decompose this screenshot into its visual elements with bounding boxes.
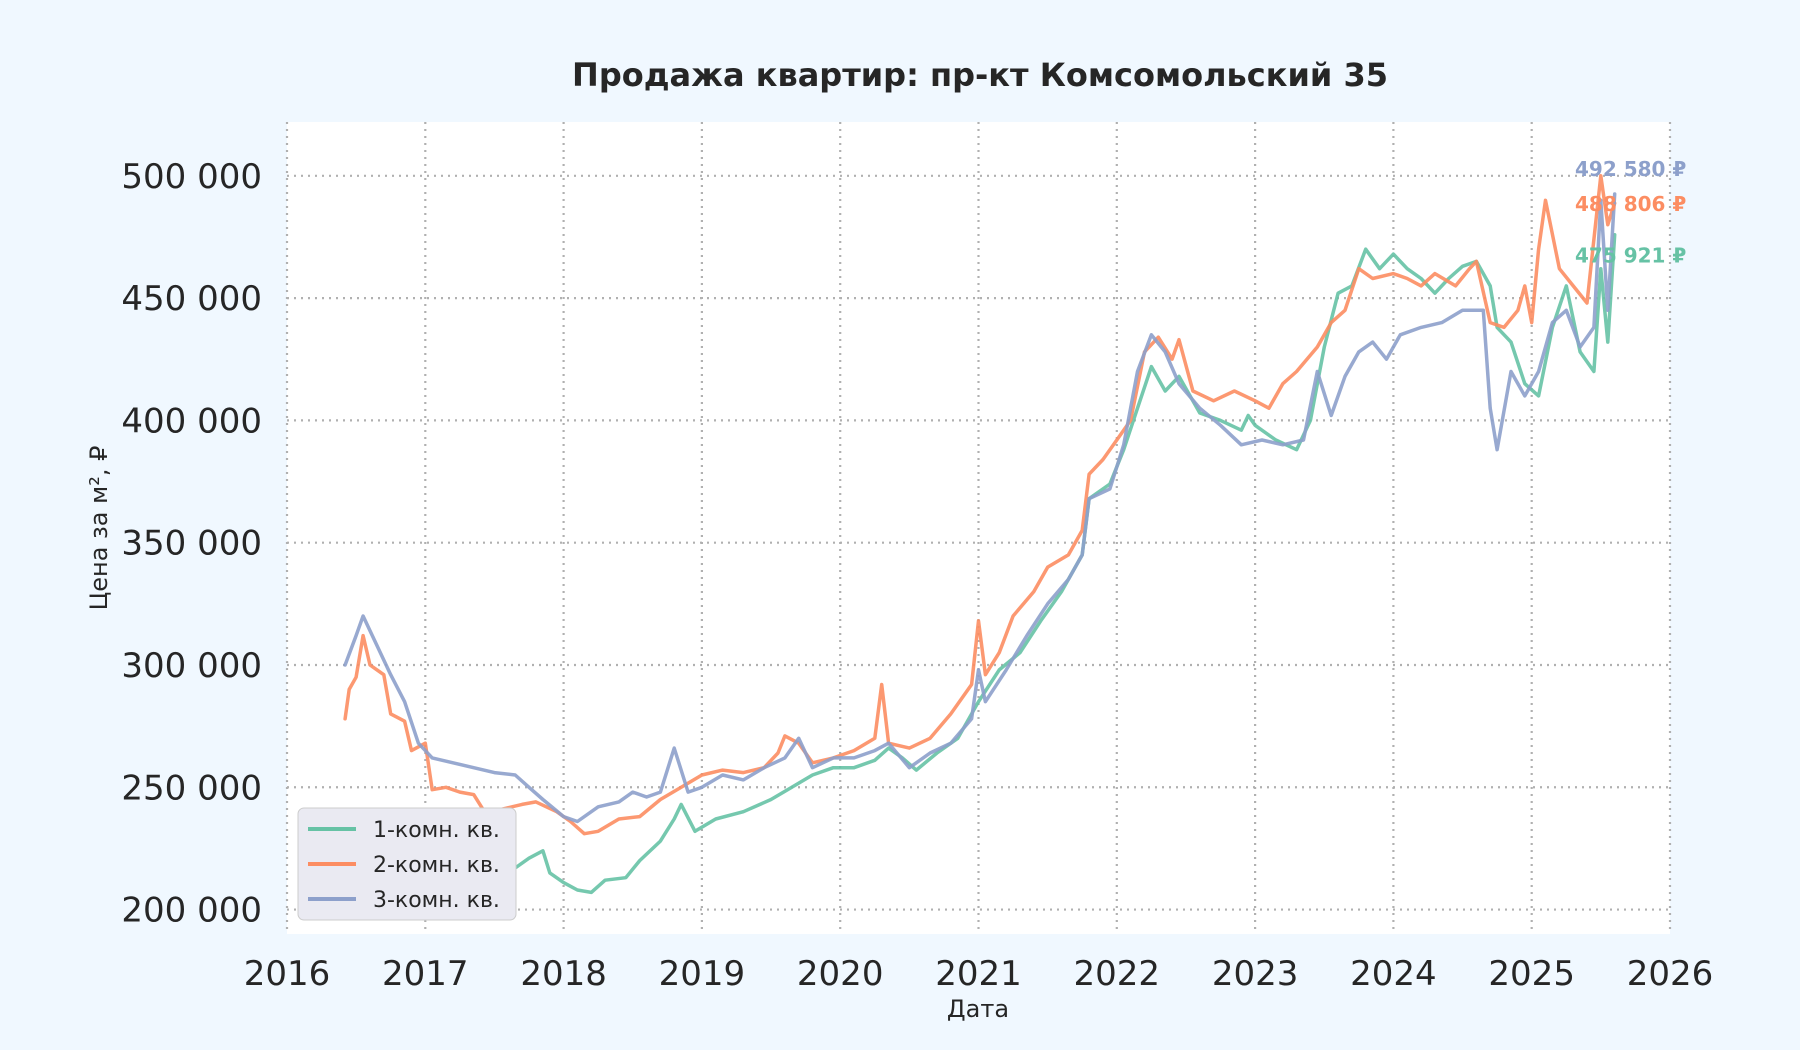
x-tick-label: 2025 [1488, 954, 1575, 994]
y-tick-label: 200 000 [121, 891, 262, 931]
x-tick-label: 2026 [1627, 954, 1714, 994]
y-tick-label: 350 000 [121, 524, 262, 564]
grid [285, 122, 1672, 934]
end-value-label-3: 492 580 ₽ [1575, 157, 1686, 181]
legend-box [297, 807, 517, 921]
x-tick-label: 2021 [935, 954, 1022, 994]
x-axis-ticks: 2016 2017 2018 2019 2020 2021 2022 2023 2024 2025… [244, 954, 1714, 994]
x-tick-label: 2019 [659, 954, 746, 994]
x-tick-label: 2020 [797, 954, 884, 994]
legend-label-2: 2-комн. кв. [373, 853, 500, 878]
y-tick-label: 300 000 [121, 646, 262, 686]
end-value-label-2: 488 806 ₽ [1575, 192, 1686, 216]
x-tick-label: 2022 [1074, 954, 1161, 994]
x-tick-label: 2023 [1212, 954, 1299, 994]
x-tick-label: 2018 [520, 954, 607, 994]
y-tick-label: 400 000 [121, 401, 262, 441]
y-tick-label: 250 000 [121, 768, 262, 808]
legend: 1-комн. кв. 2-комн. кв. 3-комн. кв. [297, 807, 517, 921]
end-value-label-1: 475 921 ₽ [1575, 244, 1686, 268]
end-labels: 475 921 ₽ 488 806 ₽ 492 580 ₽ [1575, 157, 1686, 268]
legend-label-1: 1-комн. кв. [373, 818, 500, 843]
x-axis-label: Дата [947, 995, 1009, 1023]
x-tick-label: 2024 [1350, 954, 1437, 994]
y-tick-label: 450 000 [121, 279, 262, 319]
y-tick-label: 500 000 [121, 157, 262, 197]
series-line-3 [343, 192, 1617, 824]
y-axis-label: Цена за м², ₽ [85, 446, 113, 611]
chart-title: Продажа квартир: пр-кт Комсомольский 35 [572, 56, 1388, 94]
x-tick-label: 2017 [382, 954, 469, 994]
y-axis-ticks: 200 000 250 000 300 000 350 000 400 000 450 0… [121, 157, 262, 931]
legend-label-3: 3-комн. кв. [373, 888, 500, 913]
x-tick-label: 2016 [244, 954, 331, 994]
